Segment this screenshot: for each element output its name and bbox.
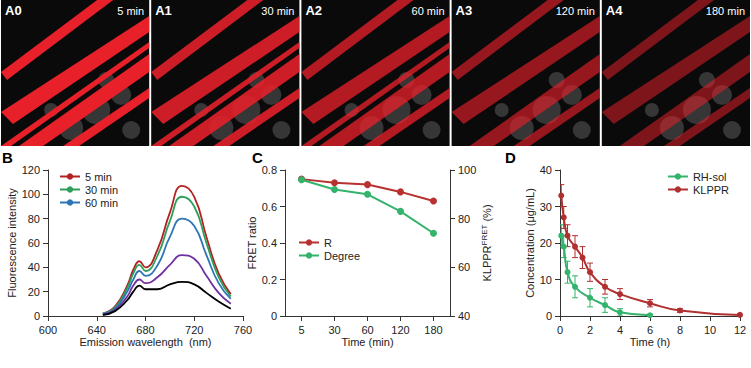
svg-text:120 min: 120 min bbox=[556, 5, 595, 17]
svg-text:0: 0 bbox=[557, 324, 563, 336]
svg-text:Fluorescence intensity: Fluorescence intensity bbox=[6, 188, 18, 298]
svg-text:8: 8 bbox=[677, 324, 683, 336]
svg-text:FRET ratio: FRET ratio bbox=[246, 217, 258, 270]
svg-text:C: C bbox=[252, 149, 263, 166]
svg-text:0.4: 0.4 bbox=[262, 237, 277, 249]
svg-text:100: 100 bbox=[458, 164, 476, 176]
svg-text:80: 80 bbox=[458, 213, 470, 225]
svg-text:A0: A0 bbox=[5, 3, 22, 18]
svg-text:40: 40 bbox=[458, 310, 470, 322]
svg-text:0.6: 0.6 bbox=[262, 201, 277, 213]
svg-text:20: 20 bbox=[28, 286, 40, 298]
svg-text:Time (min): Time (min) bbox=[341, 336, 393, 348]
svg-text:720: 720 bbox=[185, 324, 203, 336]
svg-text:(%): (%) bbox=[481, 204, 493, 224]
svg-text:5 min: 5 min bbox=[117, 5, 144, 17]
svg-text:40: 40 bbox=[540, 164, 552, 176]
svg-text:10: 10 bbox=[704, 324, 716, 336]
svg-text:60: 60 bbox=[361, 324, 373, 336]
svg-text:RH-sol: RH-sol bbox=[693, 171, 727, 183]
svg-text:A3: A3 bbox=[456, 3, 473, 18]
svg-text:60: 60 bbox=[458, 261, 470, 273]
svg-text:0: 0 bbox=[34, 310, 40, 322]
svg-text:Concentration (μg/mL): Concentration (μg/mL) bbox=[524, 188, 536, 298]
svg-text:760: 760 bbox=[234, 324, 252, 336]
svg-text:60: 60 bbox=[28, 237, 40, 249]
svg-text:5: 5 bbox=[298, 324, 304, 336]
svg-text:2: 2 bbox=[587, 324, 593, 336]
svg-text:B: B bbox=[2, 149, 13, 166]
svg-text:Time (h): Time (h) bbox=[630, 336, 671, 348]
svg-text:5 min: 5 min bbox=[85, 171, 112, 183]
svg-text:0: 0 bbox=[271, 310, 277, 322]
svg-text:180 min: 180 min bbox=[706, 5, 745, 17]
svg-text:FRET: FRET bbox=[480, 224, 489, 245]
svg-text:A1: A1 bbox=[155, 3, 172, 18]
svg-text:KLPPR: KLPPR bbox=[693, 184, 729, 196]
svg-text:20: 20 bbox=[540, 237, 552, 249]
svg-text:60 min: 60 min bbox=[85, 197, 118, 209]
svg-text:0.2: 0.2 bbox=[262, 274, 277, 286]
svg-text:30 min: 30 min bbox=[261, 5, 294, 17]
svg-text:12: 12 bbox=[734, 324, 746, 336]
svg-text:R: R bbox=[324, 237, 332, 249]
svg-text:600: 600 bbox=[39, 324, 57, 336]
svg-text:0: 0 bbox=[546, 310, 552, 322]
svg-text:180: 180 bbox=[424, 324, 442, 336]
svg-text:40: 40 bbox=[28, 261, 40, 273]
svg-text:10: 10 bbox=[540, 274, 552, 286]
svg-text:120: 120 bbox=[22, 164, 40, 176]
svg-text:30 min: 30 min bbox=[85, 184, 118, 196]
svg-text:80: 80 bbox=[28, 213, 40, 225]
svg-text:A2: A2 bbox=[305, 3, 322, 18]
svg-text:KLPPR: KLPPR bbox=[481, 245, 493, 281]
svg-text:4: 4 bbox=[617, 324, 623, 336]
svg-text:640: 640 bbox=[88, 324, 106, 336]
svg-text:30: 30 bbox=[328, 324, 340, 336]
svg-text:30: 30 bbox=[540, 201, 552, 213]
svg-text:A4: A4 bbox=[606, 3, 623, 18]
svg-text:680: 680 bbox=[136, 324, 154, 336]
svg-text:6: 6 bbox=[647, 324, 653, 336]
svg-text:100: 100 bbox=[22, 188, 40, 200]
svg-text:D: D bbox=[505, 149, 516, 166]
svg-text:0.8: 0.8 bbox=[262, 164, 277, 176]
svg-text:Degree: Degree bbox=[324, 250, 360, 262]
svg-text:60 min: 60 min bbox=[412, 5, 445, 17]
svg-text:120: 120 bbox=[391, 324, 409, 336]
svg-text:Emission wavelength (nm): Emission wavelength (nm) bbox=[79, 336, 211, 348]
